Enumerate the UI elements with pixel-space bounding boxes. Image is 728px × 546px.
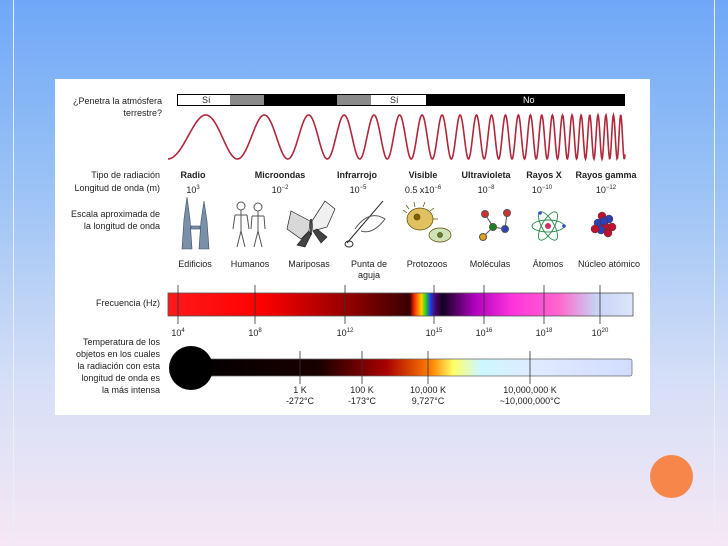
wavelength-rayos-gamma: 10−12	[595, 185, 617, 195]
wavelength-microondas: 10−2	[271, 185, 289, 195]
temperature-ticks	[299, 351, 531, 384]
atmosphere-segment-partial-2	[337, 95, 371, 105]
atmosphere-segment-si-2	[371, 95, 426, 105]
row-label-temperatura-1: Temperatura de los	[82, 337, 160, 347]
frequency-label-4: 1015	[425, 328, 443, 338]
slide-border-right	[714, 0, 715, 546]
nucleus-icon	[590, 211, 617, 238]
slide-border-left	[13, 0, 14, 546]
scale-label-atomos: Átomos	[532, 259, 564, 269]
atmosphere-question-line1: ¿Penetra la atmósfera	[72, 96, 162, 106]
row-label-temperatura-4: longitud de onda es	[81, 373, 160, 383]
temperature-celsius-3: 9,727°C	[411, 396, 445, 406]
scale-label-protozoos: Protozoos	[406, 259, 448, 269]
row-label-frecuencia: Frecuencia (Hz)	[95, 298, 160, 308]
temperature-kelvin-1: 1 K	[293, 385, 307, 395]
frequency-ticks	[177, 285, 601, 324]
radiation-name-rayos-gamma: Rayos gamma	[575, 170, 637, 180]
radiation-name-radio: Radio	[180, 170, 206, 180]
butterfly-icon	[286, 200, 336, 248]
frequency-label-1: 104	[171, 328, 185, 338]
atmosphere-segment-si-1	[178, 95, 230, 105]
diagram-graphics	[167, 94, 634, 390]
buildings-icon	[181, 196, 210, 250]
atmosphere-question-line2: terrestre?	[123, 108, 162, 118]
atmosphere-label-si-2: Sí	[390, 95, 399, 105]
humans-icon	[232, 201, 266, 248]
scale-label-edificios: Edificios	[178, 259, 212, 269]
radiation-name-visible: Visible	[408, 170, 438, 180]
needle-icon	[344, 200, 386, 248]
thermometer-tube	[184, 358, 633, 377]
radiation-name-rayos-x: Rayos X	[526, 170, 562, 180]
row-label-escala-1: Escala aproximada de	[70, 209, 160, 219]
wavelength-rayos-x: 10−10	[531, 185, 553, 195]
temperature-kelvin-3: 10,000 K	[409, 385, 447, 395]
radiation-name-microondas: Microondas	[254, 170, 306, 180]
thermometer-bulb	[169, 346, 213, 390]
temperature-kelvin-4: 10,000,000 K	[503, 385, 557, 395]
molecule-icon	[479, 209, 511, 241]
temperature-kelvin-2: 100 K	[350, 385, 374, 395]
row-label-temperatura-5: la más intensa	[101, 385, 160, 395]
radiation-name-infrarrojo: Infrarrojo	[336, 170, 377, 180]
frequency-label-6: 1018	[535, 328, 553, 338]
wavelength-wave	[167, 111, 626, 162]
scale-label-nucleo-atomico: Núcleo atómico	[577, 259, 641, 269]
frequency-spectrum-bar	[167, 292, 634, 317]
wavelength-infrarrojo: 10−5	[349, 185, 367, 195]
temperature-celsius-4: ~10,000,000°C	[499, 396, 561, 406]
atmosphere-label-si-1: Sí	[202, 95, 211, 105]
row-label-temperatura-3: la radiación con esta	[77, 361, 160, 371]
atmosphere-label-no-2: No	[523, 95, 535, 105]
scale-label-humanos: Humanos	[230, 259, 270, 269]
row-label-temperatura-2: objetos en los cuales	[75, 349, 160, 359]
row-label-tipo: Tipo de radiación	[91, 170, 160, 180]
wavelength-visible: 0.5 x10−6	[404, 185, 442, 195]
atom-icon	[531, 211, 566, 241]
radiation-name-ultravioleta: Ultravioleta	[461, 170, 511, 180]
temperature-celsius-2: -173°C	[347, 396, 377, 406]
scale-label-moleculas: Moléculas	[469, 259, 511, 269]
wavelength-radio: 103	[186, 185, 200, 195]
frequency-label-7: 1020	[591, 328, 609, 338]
row-label-escala-2: la longitud de onda	[83, 221, 160, 231]
temperature-celsius-1: -272°C	[285, 396, 315, 406]
scale-label-mariposas: Mariposas	[288, 259, 330, 269]
spectrum-diagram: ¿Penetra la atmósfera terrestre?	[55, 79, 650, 415]
row-label-longitud: Longitud de onda (m)	[74, 183, 160, 193]
frequency-label-3: 1012	[336, 328, 354, 338]
slide-decoration-circle	[650, 455, 693, 498]
atmosphere-segment-partial-1	[230, 95, 264, 105]
protozoa-icon	[402, 201, 452, 243]
wavelength-ultravioleta: 10−8	[477, 185, 495, 195]
scale-label-punta-de-aguja: Punta de aguja	[350, 259, 388, 280]
frequency-label-2: 108	[248, 328, 262, 338]
frequency-label-5: 1016	[475, 328, 493, 338]
atmosphere-label-no-1: No	[292, 95, 304, 105]
